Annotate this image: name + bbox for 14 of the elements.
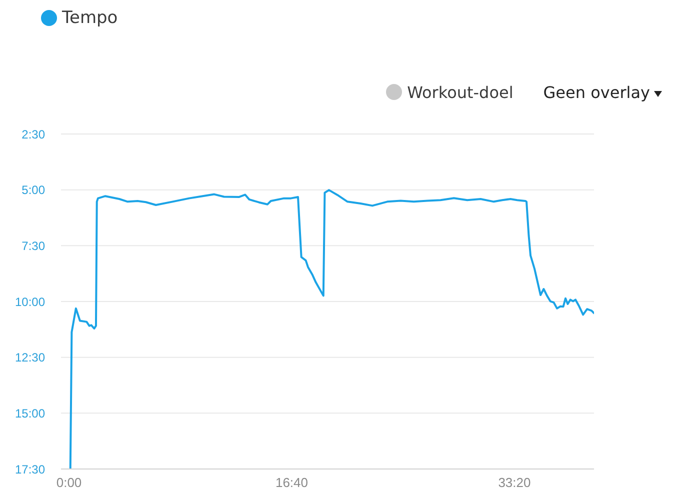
x-tick-label: 16:40 (275, 475, 308, 490)
x-tick-label: 0:00 (56, 475, 82, 490)
y-tick-label: 5:00 (22, 183, 46, 198)
y-tick-label: 15:00 (14, 406, 46, 420)
x-tick-label: 33:20 (498, 475, 531, 490)
y-tick-label: 17:30 (14, 462, 46, 476)
legend-label: Tempo (62, 8, 118, 28)
y-tick-label: 10:00 (14, 294, 46, 309)
line-series (69, 189, 594, 469)
text: Geen overlay (543, 82, 650, 102)
y-tick-label: 7:30 (22, 238, 46, 253)
legend-label: Workout-doel (407, 82, 514, 102)
y-tick-label: 12:30 (14, 350, 46, 365)
y-tick-label: 2:30 (22, 127, 46, 142)
